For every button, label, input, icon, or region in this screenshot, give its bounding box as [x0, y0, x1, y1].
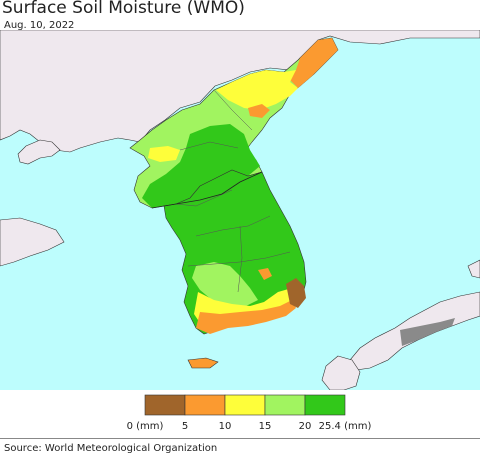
- soil-moisture-map: [0, 30, 480, 390]
- nk-orange-spot: [248, 104, 270, 118]
- liaodong-peninsula: [17, 139, 61, 165]
- sk-southwest-lightgreen: [192, 262, 258, 306]
- legend-swatch-2: [224, 394, 266, 416]
- jeju-island: [187, 357, 219, 369]
- legend-tick-label-5: 25.4 (mm): [319, 421, 372, 432]
- shandong-peninsula: [0, 217, 65, 267]
- japan-dark-coast: [400, 318, 455, 346]
- province-borders: [175, 89, 291, 293]
- sk-orange-spot: [258, 268, 272, 280]
- nk-northeast-dry: [290, 38, 338, 88]
- japan-islands-east: [467, 259, 480, 279]
- nk-west-yellow: [148, 146, 180, 162]
- legend-tick-label-2: 10: [219, 421, 232, 432]
- legend-swatches: [144, 394, 346, 416]
- sk-southeast-brown: [286, 278, 306, 308]
- nk-north-yellow: [216, 70, 298, 110]
- legend-ticks: 0 (mm) 5 10 15 20 25.4 (mm): [127, 421, 372, 432]
- source-bar: Source: World Meteorological Organizatio…: [0, 438, 480, 461]
- legend-tick-label-0: 0 (mm): [127, 421, 164, 432]
- source-text: Source: World Meteorological Organizatio…: [4, 443, 218, 454]
- legend-swatch-4: [304, 394, 346, 416]
- color-legend: 0 (mm) 5 10 15 20 25.4 (mm): [127, 394, 372, 432]
- nk-central-green: [142, 124, 260, 208]
- map-title: Surface Soil Moisture (WMO): [2, 0, 245, 18]
- legend-tick-label-3: 15: [259, 421, 272, 432]
- japan-kyushu: [321, 355, 361, 390]
- legend-swatch-3: [264, 394, 306, 416]
- legend-tick-label-4: 20: [299, 421, 312, 432]
- legend-tick-label-1: 5: [182, 421, 188, 432]
- sk-south-orange: [196, 300, 296, 334]
- legend-swatch-1: [184, 394, 226, 416]
- legend-swatch-0: [144, 394, 186, 416]
- dmz-line: [151, 171, 263, 209]
- map-date: Aug. 10, 2022: [4, 20, 75, 31]
